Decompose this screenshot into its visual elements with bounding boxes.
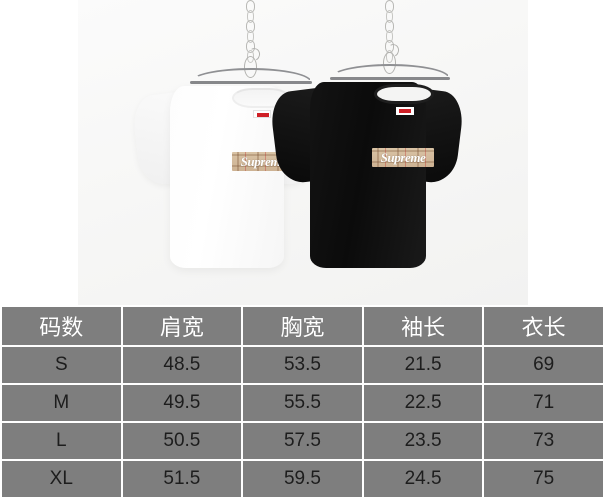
table-row: XL 51.5 59.5 24.5 75	[2, 461, 603, 497]
white-tshirt-neck-tag	[253, 110, 271, 118]
hanger-left-bar-icon	[190, 81, 312, 84]
table-row: S 48.5 53.5 21.5 69	[2, 347, 603, 383]
cell-length: 69	[484, 347, 603, 383]
product-photo: Supreme Supreme	[78, 0, 528, 305]
cell-shoulder: 51.5	[122, 461, 242, 497]
cell-chest: 53.5	[243, 347, 362, 383]
hanger-left-icon	[190, 68, 312, 84]
cell-sleeve: 23.5	[363, 423, 483, 459]
column-header-size: 码数	[2, 307, 121, 345]
cell-shoulder: 50.5	[122, 423, 242, 459]
product-photo-area: Supreme Supreme	[0, 0, 605, 305]
size-chart-header: 码数 肩宽 胸宽 袖长 衣长	[2, 307, 603, 345]
black-tshirt-collar	[374, 84, 434, 104]
cell-chest: 57.5	[243, 423, 362, 459]
cell-chest: 55.5	[243, 385, 362, 421]
size-chart-body: S 48.5 53.5 21.5 69 M 49.5 55.5 22.5 71 …	[2, 347, 603, 497]
black-tshirt-torso: Supreme	[310, 82, 434, 268]
cell-size: L	[2, 423, 121, 459]
white-tshirt-box-logo-text: Supreme	[240, 154, 286, 169]
hanger-right-bar-icon	[330, 77, 450, 80]
cell-size: S	[2, 347, 121, 383]
hanger-right-icon	[330, 64, 450, 80]
cell-length: 73	[484, 423, 603, 459]
size-chart-table: 码数 肩宽 胸宽 袖长 衣长 S 48.5 53.5 21.5 69 M 49.…	[0, 305, 605, 499]
cell-shoulder: 48.5	[122, 347, 242, 383]
table-header-row: 码数 肩宽 胸宽 袖长 衣长	[2, 307, 603, 345]
cell-sleeve: 24.5	[363, 461, 483, 497]
column-header-sleeve: 袖长	[363, 307, 483, 345]
table-row: L 50.5 57.5 23.5 73	[2, 423, 603, 459]
white-tshirt-torso: Supreme	[170, 86, 294, 268]
cell-shoulder: 49.5	[122, 385, 242, 421]
column-header-shoulder: 肩宽	[122, 307, 242, 345]
black-tshirt-box-logo-text: Supreme	[380, 150, 426, 165]
table-row: M 49.5 55.5 22.5 71	[2, 385, 603, 421]
cell-size: M	[2, 385, 121, 421]
black-tshirt-box-logo: Supreme	[372, 148, 434, 167]
cell-length: 75	[484, 461, 603, 497]
column-header-chest: 胸宽	[243, 307, 362, 345]
cell-size: XL	[2, 461, 121, 497]
black-tshirt-neck-tag	[396, 107, 414, 115]
column-header-length: 衣长	[484, 307, 603, 345]
cell-sleeve: 21.5	[363, 347, 483, 383]
cell-chest: 59.5	[243, 461, 362, 497]
cell-length: 71	[484, 385, 603, 421]
cell-sleeve: 22.5	[363, 385, 483, 421]
black-tshirt: Supreme	[268, 74, 466, 268]
